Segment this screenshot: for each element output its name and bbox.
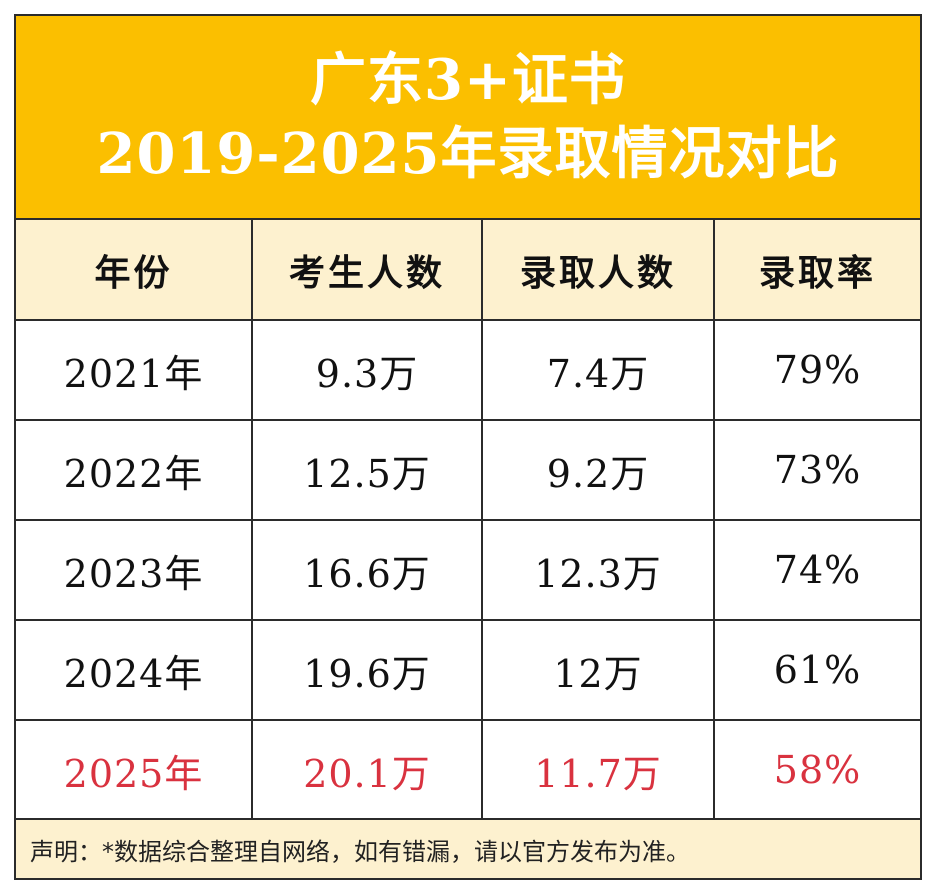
- cell-candidates: 9.3万: [251, 319, 483, 421]
- table-row-highlighted: 2025年 20.1万 11.7万 58%: [16, 719, 920, 821]
- cell-rate: 58%: [713, 719, 920, 821]
- cell-admitted: 12.3万: [481, 519, 715, 621]
- table-row: 2023年 16.6万 12.3万 74%: [16, 519, 920, 621]
- cell-year: 2024年: [16, 619, 253, 721]
- admission-table-card: 广东3+证书 2019-2025年录取情况对比 年份 考生人数 录取人数 录取率…: [14, 14, 922, 880]
- table-header-row: 年份 考生人数 录取人数 录取率: [16, 220, 920, 321]
- cell-year: 2023年: [16, 519, 253, 621]
- admission-table: 年份 考生人数 录取人数 录取率 2021年 9.3万 7.4万 79% 202…: [16, 220, 920, 821]
- table-row: 2021年 9.3万 7.4万 79%: [16, 319, 920, 421]
- cell-year: 2021年: [16, 319, 253, 421]
- cell-rate: 79%: [713, 319, 920, 421]
- cell-year: 2022年: [16, 419, 253, 521]
- cell-candidates: 12.5万: [251, 419, 483, 521]
- header-candidates: 考生人数: [251, 220, 483, 321]
- table-row: 2024年 19.6万 12万 61%: [16, 619, 920, 721]
- cell-admitted: 12万: [481, 619, 715, 721]
- cell-rate: 61%: [713, 619, 920, 721]
- title-banner: 广东3+证书 2019-2025年录取情况对比: [16, 16, 920, 220]
- title-line-2: 2019-2025年录取情况对比: [96, 121, 840, 187]
- header-admitted: 录取人数: [481, 220, 715, 321]
- title-line-1: 广东3+证书: [310, 47, 626, 113]
- cell-admitted: 11.7万: [481, 719, 715, 821]
- cell-candidates: 16.6万: [251, 519, 483, 621]
- header-admission-rate: 录取率: [713, 220, 920, 321]
- cell-rate: 73%: [713, 419, 920, 521]
- cell-rate: 74%: [713, 519, 920, 621]
- table-row: 2022年 12.5万 9.2万 73%: [16, 419, 920, 521]
- cell-admitted: 7.4万: [481, 319, 715, 421]
- disclaimer-footer: 声明：*数据综合整理自网络，如有错漏，请以官方发布为准。: [16, 818, 920, 878]
- disclaimer-text: 声明：*数据综合整理自网络，如有错漏，请以官方发布为准。: [30, 837, 690, 866]
- cell-admitted: 9.2万: [481, 419, 715, 521]
- header-year: 年份: [16, 220, 253, 321]
- cell-candidates: 19.6万: [251, 619, 483, 721]
- cell-candidates: 20.1万: [251, 719, 483, 821]
- cell-year: 2025年: [16, 719, 253, 821]
